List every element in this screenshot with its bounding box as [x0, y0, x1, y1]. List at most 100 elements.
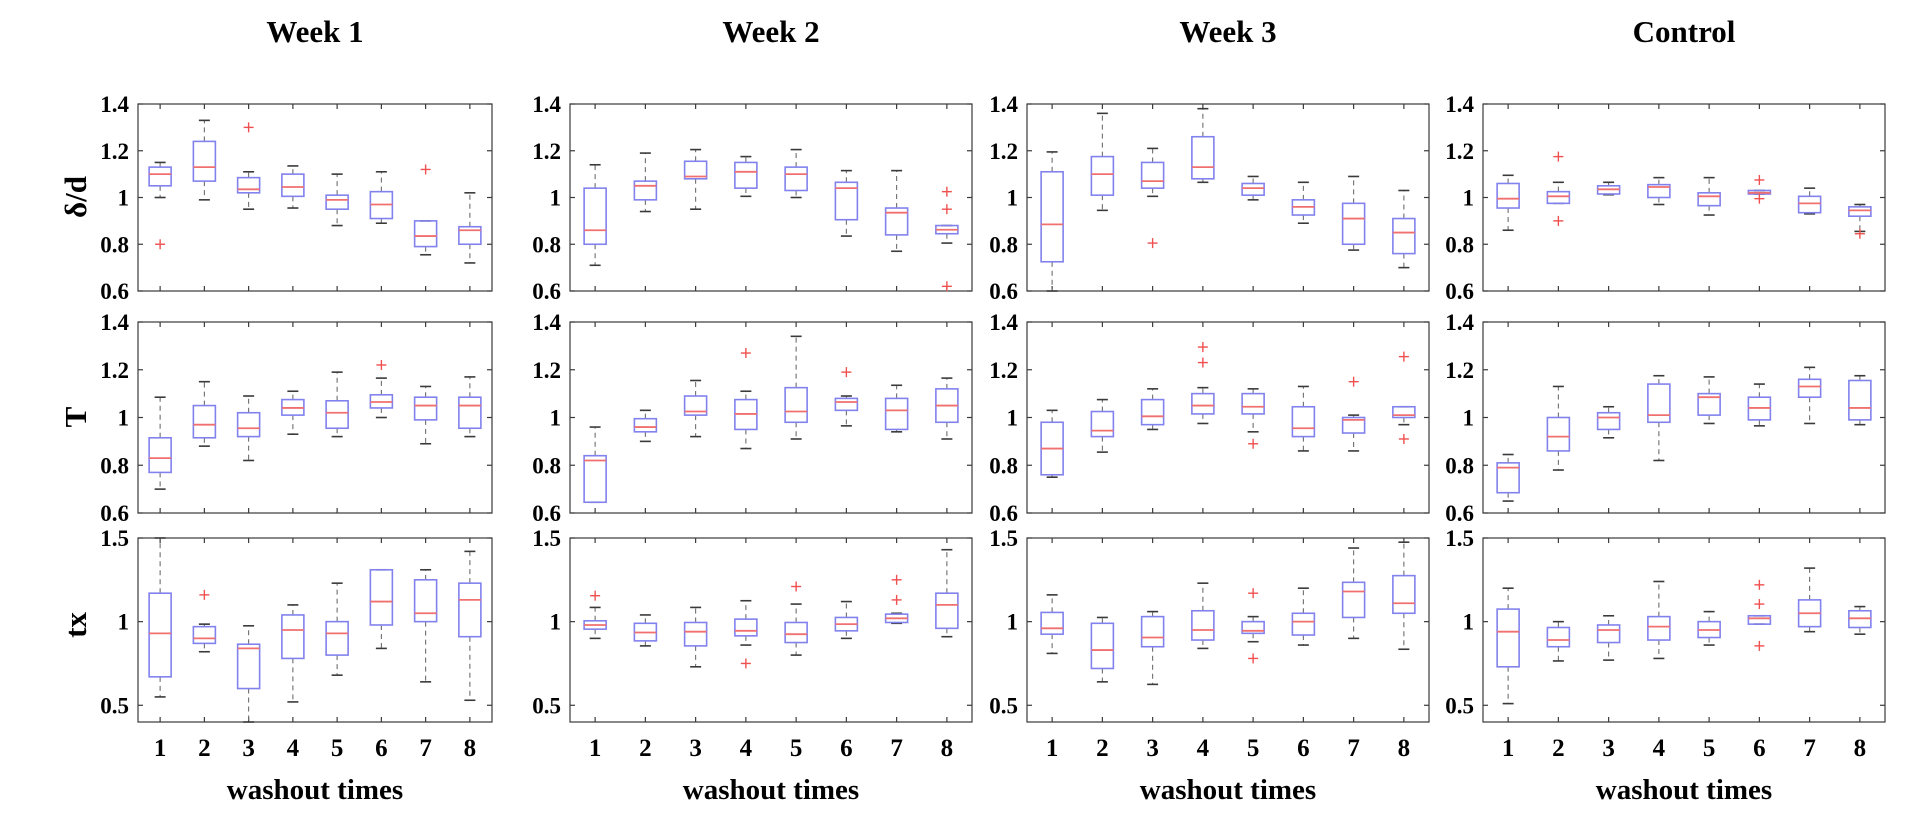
x-tick-label: 8 — [1398, 735, 1411, 762]
subplot-control-dd: 0.6 0.8 1 1.2 1.4 — [1445, 92, 1886, 304]
y-tick-label: 1.2 — [532, 139, 561, 164]
box — [369, 568, 394, 626]
x-tick-label: 1 — [589, 735, 602, 762]
x-tick-label: 3 — [1602, 735, 1615, 762]
box — [236, 411, 261, 438]
box — [1848, 206, 1872, 218]
box — [458, 225, 482, 246]
x-tick-label: 5 — [1247, 735, 1260, 762]
box — [1040, 611, 1064, 635]
x-tick-label: 8 — [1854, 735, 1867, 762]
x-tick-label: 6 — [1753, 735, 1766, 762]
box — [148, 166, 172, 187]
box — [1140, 161, 1165, 189]
y-tick-label: 1 — [1007, 610, 1019, 635]
box — [884, 207, 909, 236]
box — [633, 417, 658, 433]
box — [1341, 416, 1366, 434]
y-tick-label: 1.5 — [532, 526, 561, 551]
subplot-week1-dd: 0.6 0.8 1 1.2 1.4 — [100, 92, 493, 304]
subplot-week1-T: 0.6 0.8 1 1.2 1.4 — [100, 310, 493, 526]
box — [148, 592, 172, 678]
box — [1747, 614, 1772, 625]
y-tick-label: 1.5 — [1445, 526, 1474, 551]
box — [458, 582, 482, 638]
box — [834, 181, 859, 221]
y-tick-label: 0.6 — [989, 501, 1018, 526]
column-title-week2: Week 2 — [722, 14, 820, 49]
box — [1697, 192, 1721, 207]
box — [884, 397, 909, 431]
box — [1496, 608, 1520, 668]
box — [1140, 398, 1165, 426]
box — [1496, 182, 1520, 209]
x-tick-label: 3 — [1146, 735, 1159, 762]
box — [1291, 405, 1316, 438]
y-tick-label: 1.2 — [989, 358, 1018, 383]
x-tick-label: 6 — [1297, 735, 1310, 762]
box — [1090, 622, 1115, 670]
subplot-week3-tx: 0.5 1 1.5 1 2 3 4 5 6 7 8 — [989, 526, 1430, 762]
x-tick-label: 3 — [242, 735, 255, 762]
box — [413, 579, 438, 623]
box — [1191, 135, 1215, 180]
y-tick-label: 1.2 — [532, 358, 561, 383]
y-tick-label: 1 — [118, 186, 130, 211]
y-tick-label: 1.2 — [1445, 358, 1474, 383]
box — [784, 166, 808, 192]
x-tick-label: 8 — [941, 735, 954, 762]
y-tick-label: 1 — [550, 186, 562, 211]
box — [1546, 626, 1571, 648]
box — [1392, 405, 1416, 419]
column-title-week1: Week 1 — [266, 14, 364, 49]
y-tick-label: 0.6 — [1445, 501, 1474, 526]
y-tick-label: 1.4 — [989, 92, 1018, 117]
box — [784, 386, 808, 424]
box — [1848, 379, 1872, 421]
x-tick-label: 2 — [1096, 735, 1109, 762]
subplot-week1-tx: 0.5 1 1.5 1 2 3 4 5 6 7 8 — [100, 526, 493, 762]
x-tick-label: 2 — [639, 735, 652, 762]
box — [192, 404, 217, 439]
x-axis-label-control: washout times — [1595, 774, 1773, 806]
subplot-week2-tx: 0.5 1 1.5 1 2 3 4 5 6 7 8 — [532, 526, 973, 762]
y-tick-label: 1.2 — [100, 358, 129, 383]
y-tick-label: 1.2 — [100, 139, 129, 164]
box — [935, 592, 959, 630]
y-tick-label: 1.2 — [1445, 139, 1474, 164]
x-tick-label: 7 — [1803, 735, 1816, 762]
y-tick-label: 1.4 — [100, 310, 129, 335]
y-tick-label: 0.5 — [100, 693, 129, 718]
box — [192, 625, 217, 645]
x-tick-label: 7 — [419, 735, 432, 762]
x-tick-label: 2 — [1552, 735, 1565, 762]
box — [1496, 462, 1520, 494]
box — [1392, 217, 1416, 255]
y-tick-label: 1 — [1463, 186, 1475, 211]
box — [1596, 411, 1621, 431]
y-tick-label: 0.8 — [532, 232, 561, 257]
box — [1191, 609, 1215, 641]
x-tick-label: 4 — [740, 735, 753, 762]
box — [734, 618, 758, 637]
x-tick-label: 7 — [890, 735, 903, 762]
box — [236, 176, 261, 194]
y-tick-label: 0.5 — [532, 693, 561, 718]
y-tick-label: 0.8 — [100, 232, 129, 257]
box — [583, 187, 607, 246]
x-tick-label: 6 — [375, 735, 388, 762]
y-tick-label: 0.8 — [1445, 232, 1474, 257]
y-tick-label: 0.6 — [989, 279, 1018, 304]
box — [784, 621, 808, 644]
box — [1647, 615, 1671, 641]
box — [281, 173, 305, 198]
y-tick-label: 0.6 — [532, 279, 561, 304]
subplot-week2-T: 0.6 0.8 1 1.2 1.4 — [532, 310, 973, 526]
y-tick-label: 0.5 — [989, 693, 1018, 718]
box — [1191, 392, 1215, 415]
x-axis-label-week2: washout times — [682, 774, 860, 806]
y-tick-label: 1 — [1007, 406, 1019, 431]
x-tick-label: 3 — [689, 735, 702, 762]
